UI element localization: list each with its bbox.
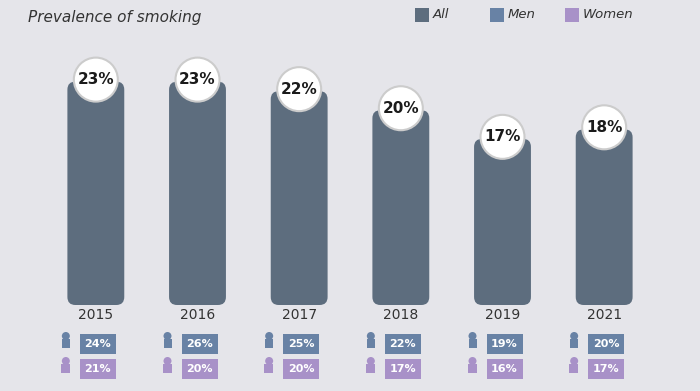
Text: All: All — [433, 7, 449, 20]
Text: 2018: 2018 — [383, 308, 419, 322]
Text: 17%: 17% — [484, 129, 521, 144]
Text: 20%: 20% — [288, 364, 314, 374]
Text: ▲: ▲ — [62, 338, 69, 348]
Text: 22%: 22% — [281, 82, 318, 97]
Text: 20%: 20% — [382, 101, 419, 116]
Text: Men: Men — [508, 7, 536, 20]
Circle shape — [265, 357, 273, 365]
FancyBboxPatch shape — [366, 364, 375, 373]
FancyBboxPatch shape — [575, 129, 633, 305]
FancyBboxPatch shape — [181, 359, 218, 379]
Text: 21%: 21% — [85, 364, 111, 374]
Text: 20%: 20% — [186, 364, 213, 374]
Text: 25%: 25% — [288, 339, 314, 349]
Text: 19%: 19% — [491, 339, 518, 349]
Text: 17%: 17% — [389, 364, 416, 374]
FancyBboxPatch shape — [164, 339, 172, 348]
Circle shape — [62, 357, 70, 365]
FancyBboxPatch shape — [474, 139, 531, 305]
Circle shape — [367, 357, 374, 365]
Circle shape — [164, 332, 172, 340]
Circle shape — [468, 332, 477, 340]
Text: 26%: 26% — [186, 339, 213, 349]
Text: Prevalence of smoking: Prevalence of smoking — [28, 10, 202, 25]
Text: 2019: 2019 — [485, 308, 520, 322]
Circle shape — [379, 86, 423, 130]
FancyBboxPatch shape — [67, 82, 125, 305]
FancyBboxPatch shape — [570, 339, 578, 348]
Circle shape — [265, 332, 273, 340]
FancyBboxPatch shape — [372, 110, 429, 305]
FancyBboxPatch shape — [80, 334, 116, 354]
FancyBboxPatch shape — [367, 339, 374, 348]
Circle shape — [582, 105, 626, 149]
Text: 2017: 2017 — [281, 308, 316, 322]
Circle shape — [570, 357, 578, 365]
FancyBboxPatch shape — [61, 364, 70, 373]
Text: ▲: ▲ — [570, 338, 578, 348]
Text: 24%: 24% — [85, 339, 111, 349]
Text: 17%: 17% — [593, 364, 620, 374]
Text: 23%: 23% — [78, 72, 114, 87]
FancyBboxPatch shape — [62, 339, 70, 348]
Text: 20%: 20% — [593, 339, 620, 349]
FancyBboxPatch shape — [490, 8, 504, 22]
FancyBboxPatch shape — [486, 359, 522, 379]
FancyBboxPatch shape — [264, 364, 273, 373]
Text: ▲: ▲ — [367, 338, 374, 348]
Text: 2015: 2015 — [78, 308, 113, 322]
FancyBboxPatch shape — [80, 359, 116, 379]
FancyBboxPatch shape — [181, 334, 218, 354]
FancyBboxPatch shape — [265, 339, 273, 348]
FancyBboxPatch shape — [284, 359, 319, 379]
Text: ▲: ▲ — [469, 338, 476, 348]
FancyBboxPatch shape — [162, 364, 172, 373]
Text: ▲: ▲ — [164, 338, 172, 348]
Text: 23%: 23% — [179, 72, 216, 87]
FancyBboxPatch shape — [486, 334, 522, 354]
Text: 2016: 2016 — [180, 308, 215, 322]
Text: Women: Women — [583, 7, 634, 20]
FancyBboxPatch shape — [569, 364, 578, 373]
Circle shape — [570, 332, 578, 340]
FancyBboxPatch shape — [565, 8, 579, 22]
FancyBboxPatch shape — [415, 8, 429, 22]
Circle shape — [468, 357, 477, 365]
Circle shape — [176, 57, 220, 102]
FancyBboxPatch shape — [169, 82, 226, 305]
FancyBboxPatch shape — [468, 339, 477, 348]
FancyBboxPatch shape — [588, 334, 624, 354]
Circle shape — [164, 357, 172, 365]
Circle shape — [74, 57, 118, 102]
FancyBboxPatch shape — [588, 359, 624, 379]
Text: 18%: 18% — [586, 120, 622, 135]
Circle shape — [62, 332, 70, 340]
FancyBboxPatch shape — [385, 334, 421, 354]
FancyBboxPatch shape — [468, 364, 477, 373]
FancyBboxPatch shape — [284, 334, 319, 354]
Circle shape — [480, 115, 524, 159]
FancyBboxPatch shape — [271, 91, 328, 305]
FancyBboxPatch shape — [385, 359, 421, 379]
Circle shape — [277, 67, 321, 111]
Text: ▲: ▲ — [265, 338, 273, 348]
Circle shape — [367, 332, 374, 340]
Text: 2021: 2021 — [587, 308, 622, 322]
Text: 16%: 16% — [491, 364, 518, 374]
Text: 22%: 22% — [389, 339, 416, 349]
